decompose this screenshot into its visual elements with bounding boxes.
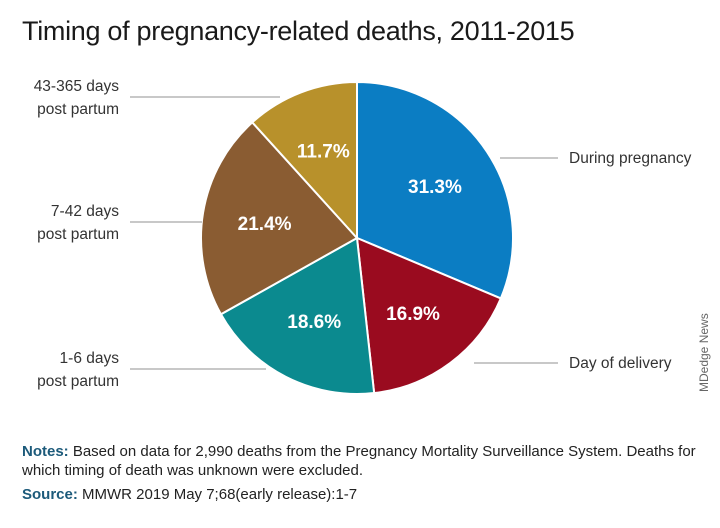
value-label-during-pregnancy: 31.3% [408, 177, 462, 198]
slice-day-of-delivery [355, 236, 503, 395]
category-labels: During pregnancy Day of delivery 1-6 days p… [34, 78, 692, 390]
source: Source: MMWR 2019 May 7;68(early release… [22, 486, 357, 503]
category-label-day-of-delivery: Day of delivery [569, 355, 672, 372]
slice-7-42-days-post-partum [200, 120, 359, 316]
category-label-43-365-days-post-partum: 43-365 days post partum [34, 78, 120, 118]
slice-43-365-days-post-partum [250, 80, 358, 241]
value-label-1-6-days-post-partum: 18.6% [287, 312, 341, 333]
notes-text: Based on data for 2,990 deaths from the … [22, 443, 696, 479]
source-text: MMWR 2019 May 7;68(early release):1-7 [77, 486, 358, 503]
leader-lines [130, 96, 558, 370]
category-label-during-pregnancy: During pregnancy [569, 150, 692, 167]
value-label-43-365-days-post-partum: 11.7% [297, 142, 350, 163]
notes-head: Notes: [22, 443, 69, 460]
pie-slices [200, 80, 514, 395]
slice-during-pregnancy [356, 80, 514, 300]
slice-1-6-days-post-partum [219, 236, 376, 395]
source-head: Source: [22, 486, 78, 503]
value-labels: 31.3% 16.9% 18.6% 21.4% 11.7% [238, 142, 462, 334]
notes: Notes: Based on data for 2,990 deaths fr… [22, 442, 702, 480]
chart-title: Timing of pregnancy-related deaths, 2011… [22, 16, 575, 46]
category-label-1-6-days-post-partum: 1-6 days post partum [37, 350, 119, 390]
value-label-day-of-delivery: 16.9% [386, 304, 440, 325]
value-label-7-42-days-post-partum: 21.4% [238, 214, 292, 235]
credit-text: MDedge News [697, 313, 711, 392]
category-label-7-42-days-post-partum: 7-42 days post partum [37, 203, 119, 243]
